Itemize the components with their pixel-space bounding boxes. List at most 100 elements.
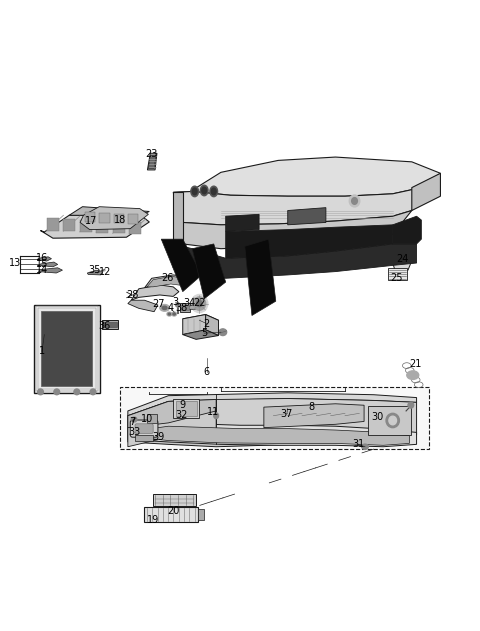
Ellipse shape	[172, 312, 177, 316]
Ellipse shape	[191, 295, 208, 312]
Polygon shape	[393, 250, 413, 271]
Text: 18: 18	[114, 215, 126, 225]
Polygon shape	[173, 157, 441, 196]
Bar	[144, 507, 199, 522]
Polygon shape	[183, 314, 218, 324]
Bar	[47, 218, 59, 230]
Polygon shape	[128, 393, 417, 416]
Polygon shape	[147, 276, 187, 287]
Polygon shape	[147, 153, 157, 170]
Ellipse shape	[219, 329, 227, 336]
Polygon shape	[80, 207, 148, 230]
Text: 11: 11	[207, 408, 219, 417]
Polygon shape	[128, 399, 417, 447]
Bar	[181, 305, 189, 310]
Bar	[147, 415, 157, 423]
Bar	[96, 220, 108, 233]
Ellipse shape	[407, 371, 419, 379]
Polygon shape	[245, 239, 276, 316]
Text: 30: 30	[372, 411, 384, 422]
Ellipse shape	[211, 188, 216, 195]
Ellipse shape	[173, 313, 175, 315]
Polygon shape	[188, 304, 201, 309]
Text: 16: 16	[36, 253, 48, 263]
FancyBboxPatch shape	[130, 420, 158, 437]
Text: 21: 21	[409, 359, 422, 369]
Polygon shape	[39, 262, 58, 267]
Text: 15: 15	[36, 259, 48, 269]
Ellipse shape	[349, 195, 360, 207]
Bar	[388, 268, 407, 280]
Text: 23: 23	[145, 149, 158, 159]
Circle shape	[90, 389, 96, 395]
Polygon shape	[128, 399, 216, 428]
Ellipse shape	[202, 187, 206, 194]
Bar	[173, 399, 199, 418]
Polygon shape	[192, 244, 226, 299]
Ellipse shape	[197, 300, 202, 307]
Text: 12: 12	[99, 266, 112, 276]
Text: 35: 35	[88, 264, 101, 274]
Polygon shape	[288, 208, 326, 225]
Ellipse shape	[162, 306, 167, 310]
Bar	[36, 307, 98, 391]
Bar	[129, 221, 141, 234]
Bar	[153, 494, 196, 507]
Text: 39: 39	[153, 432, 165, 442]
Circle shape	[37, 389, 43, 395]
Text: 8: 8	[309, 402, 315, 412]
Ellipse shape	[210, 186, 217, 197]
Ellipse shape	[160, 305, 169, 311]
Bar	[37, 309, 96, 389]
Text: 4: 4	[168, 304, 174, 314]
Polygon shape	[69, 207, 149, 215]
Polygon shape	[173, 192, 183, 244]
Ellipse shape	[386, 413, 399, 428]
Text: 24: 24	[396, 254, 408, 264]
Ellipse shape	[192, 188, 197, 195]
Text: 6: 6	[204, 367, 210, 377]
Bar	[40, 310, 92, 386]
Text: 33: 33	[128, 427, 140, 437]
Ellipse shape	[193, 297, 205, 310]
Bar	[120, 387, 429, 449]
Ellipse shape	[352, 198, 358, 204]
Text: 36: 36	[98, 321, 110, 331]
Bar	[176, 401, 197, 416]
Circle shape	[54, 389, 60, 395]
Ellipse shape	[214, 413, 218, 418]
Text: 34: 34	[184, 298, 196, 308]
Text: 3: 3	[172, 297, 179, 307]
Bar	[199, 509, 204, 520]
Ellipse shape	[408, 403, 414, 408]
Polygon shape	[173, 244, 417, 278]
Text: 28: 28	[126, 290, 139, 300]
Polygon shape	[135, 426, 409, 445]
Text: 1: 1	[39, 346, 45, 357]
Text: 26: 26	[161, 273, 174, 283]
Ellipse shape	[131, 417, 137, 422]
Polygon shape	[183, 211, 412, 249]
Bar	[128, 215, 138, 224]
Text: 37: 37	[281, 410, 293, 419]
Polygon shape	[40, 215, 149, 238]
Bar	[368, 406, 411, 435]
Ellipse shape	[191, 186, 199, 197]
Polygon shape	[183, 314, 205, 334]
Text: 38: 38	[176, 304, 188, 314]
Polygon shape	[148, 155, 156, 168]
Bar	[99, 213, 110, 223]
Bar	[135, 435, 153, 440]
Ellipse shape	[167, 312, 172, 316]
Polygon shape	[128, 399, 216, 447]
Bar	[80, 220, 92, 232]
Text: 27: 27	[153, 299, 165, 309]
Text: 10: 10	[141, 414, 153, 424]
Polygon shape	[37, 257, 51, 261]
Ellipse shape	[389, 416, 396, 425]
Polygon shape	[38, 268, 62, 273]
Polygon shape	[128, 300, 158, 312]
Text: 19: 19	[147, 515, 159, 525]
Polygon shape	[173, 187, 421, 225]
Polygon shape	[131, 285, 179, 300]
